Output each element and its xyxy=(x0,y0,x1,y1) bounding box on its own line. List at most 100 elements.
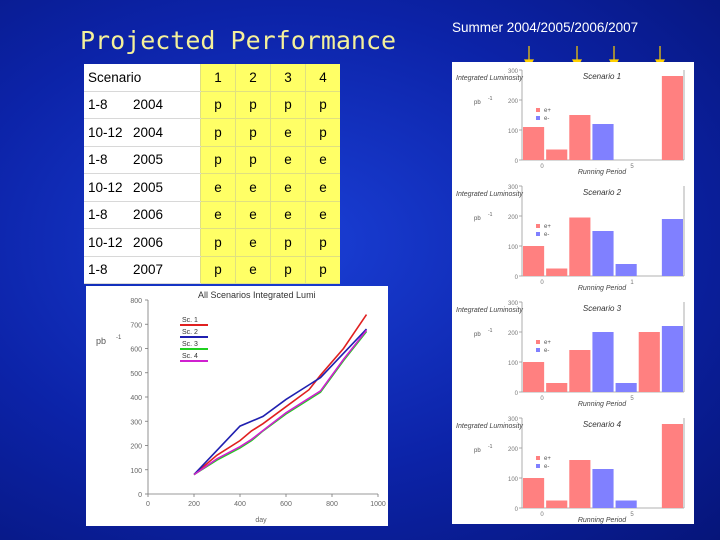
row-year: 2006 xyxy=(133,207,164,223)
integrated-lumi-chart: All Scenarios Integrated Lumi 0 100 200 300 4… xyxy=(96,290,386,524)
bar xyxy=(661,76,683,160)
legend-label: e+ xyxy=(544,340,551,346)
bar xyxy=(615,500,637,508)
x-tick-label: 0 xyxy=(146,501,150,508)
x-tick-label: 5 xyxy=(630,164,634,170)
row-cell: p xyxy=(235,118,271,147)
scenario-1-bar-chart: 0 100 200 300 Scenario 1 Integrated Luminosit… xyxy=(456,69,685,176)
bar xyxy=(592,469,614,508)
bar xyxy=(569,460,591,508)
legend-label: e+ xyxy=(544,108,551,114)
row-label: 1-8 2006 xyxy=(84,201,201,229)
table-row: 1-8 2004 p p p p xyxy=(84,91,340,119)
table-row: 1-8 2006 e e e e xyxy=(84,201,340,229)
y-tick-label: 100 xyxy=(508,245,519,251)
row-cell: e xyxy=(270,146,306,174)
row-cell: p xyxy=(200,91,236,119)
legend-swatch xyxy=(536,232,540,236)
bar xyxy=(523,246,545,276)
table-header-label: Scenario xyxy=(84,64,201,92)
y-axis-unit-exponent: -1 xyxy=(488,212,493,218)
x-axis-label: Running Period xyxy=(578,285,627,292)
table-row: 1-8 2005 p p e e xyxy=(84,146,340,174)
row-cell: p xyxy=(270,228,306,257)
row-cell: e xyxy=(305,146,340,174)
y-axis-label: pb xyxy=(96,336,106,346)
table-header-row: Scenario 1 2 3 4 xyxy=(84,64,340,92)
legend-swatch xyxy=(536,108,540,112)
y-tick-label: 0 xyxy=(515,507,519,513)
bar xyxy=(546,383,568,392)
table-header-col: 4 xyxy=(305,64,340,92)
y-axis-unit: pb xyxy=(474,448,481,454)
row-label: 10-12 2004 xyxy=(84,118,201,147)
bar xyxy=(546,268,568,276)
row-year: 2005 xyxy=(133,179,164,195)
y-tick-label: 0 xyxy=(515,391,519,397)
bar xyxy=(661,424,683,508)
bar xyxy=(523,127,545,160)
table-row: 1-8 2007 p e p p xyxy=(84,256,340,284)
table-row: 10-12 2004 p p e p xyxy=(84,118,340,147)
x-axis-label: day xyxy=(255,517,267,524)
row-label: 1-8 2004 xyxy=(84,91,201,119)
row-cell: p xyxy=(305,228,340,257)
bar xyxy=(638,332,660,392)
row-range: 1-8 xyxy=(88,152,108,168)
bar-chart-title: Scenario 4 xyxy=(583,420,622,429)
row-cell: e xyxy=(235,256,271,284)
x-tick-label: 0 xyxy=(540,280,544,286)
x-tick-label: 5 xyxy=(630,512,634,518)
table-header-col: 3 xyxy=(270,64,306,92)
y-tick-label: 0 xyxy=(515,159,519,165)
legend-label: e+ xyxy=(544,224,551,230)
table-header-col: 1 xyxy=(200,64,236,92)
summer-label: Summer 2004/2005/2006/2007 xyxy=(452,20,639,35)
row-label: 10-12 2005 xyxy=(84,173,201,202)
table-header-col: 2 xyxy=(235,64,271,92)
row-cell: p xyxy=(200,228,236,257)
scenario-3-bar-chart: 0 100 200 300 Scenario 3 Integrated Luminosit… xyxy=(456,301,685,408)
table-row: 10-12 2006 p e p p xyxy=(84,228,340,257)
row-cell: p xyxy=(235,91,271,119)
page-title: Projected Performance xyxy=(80,26,397,55)
x-axis-label: Running Period xyxy=(578,401,627,408)
y-tick-label: 100 xyxy=(508,361,519,367)
scenario-table: Scenario 1 2 3 4 1-8 2004 p p p p 10-12 2004 p p e… xyxy=(84,64,340,284)
bar xyxy=(546,149,568,160)
bar xyxy=(523,478,545,508)
chart-title: All Scenarios Integrated Lumi xyxy=(198,290,316,300)
legend-label: e- xyxy=(544,464,549,470)
y-tick-label: 500 xyxy=(130,371,142,378)
y-tick-label: 300 xyxy=(130,419,142,426)
y-axis-unit-exponent: -1 xyxy=(488,96,493,102)
row-cell: p xyxy=(200,146,236,174)
row-cell: p xyxy=(200,256,236,284)
bar xyxy=(592,231,614,276)
legend-label: Sc. 3 xyxy=(182,341,198,348)
y-tick-label: 200 xyxy=(508,215,519,221)
legend-label: Sc. 1 xyxy=(182,317,198,324)
row-cell: p xyxy=(305,256,340,284)
row-cell: e xyxy=(270,118,306,147)
y-tick-label: 800 xyxy=(130,298,142,305)
y-axis-unit-exponent: -1 xyxy=(488,328,493,334)
row-cell: p xyxy=(270,91,306,119)
bar-chart-title: Scenario 2 xyxy=(583,188,622,197)
y-axis-unit: pb xyxy=(474,332,481,338)
row-year: 2005 xyxy=(133,152,164,168)
y-axis-label: Integrated Luminosity xyxy=(456,307,523,314)
row-cell: e xyxy=(305,173,340,202)
bar xyxy=(569,115,591,160)
row-range: 10-12 xyxy=(88,124,123,140)
legend-swatch xyxy=(536,340,540,344)
row-year: 2004 xyxy=(133,97,164,113)
y-tick-label: 100 xyxy=(508,477,519,483)
y-tick-label: 200 xyxy=(508,331,519,337)
legend-label: e- xyxy=(544,116,549,122)
bar xyxy=(592,332,614,392)
row-range: 1-8 xyxy=(88,207,108,223)
legend-swatch xyxy=(536,348,540,352)
bar xyxy=(615,264,637,276)
y-axis-label: Integrated Luminosity xyxy=(456,423,523,430)
